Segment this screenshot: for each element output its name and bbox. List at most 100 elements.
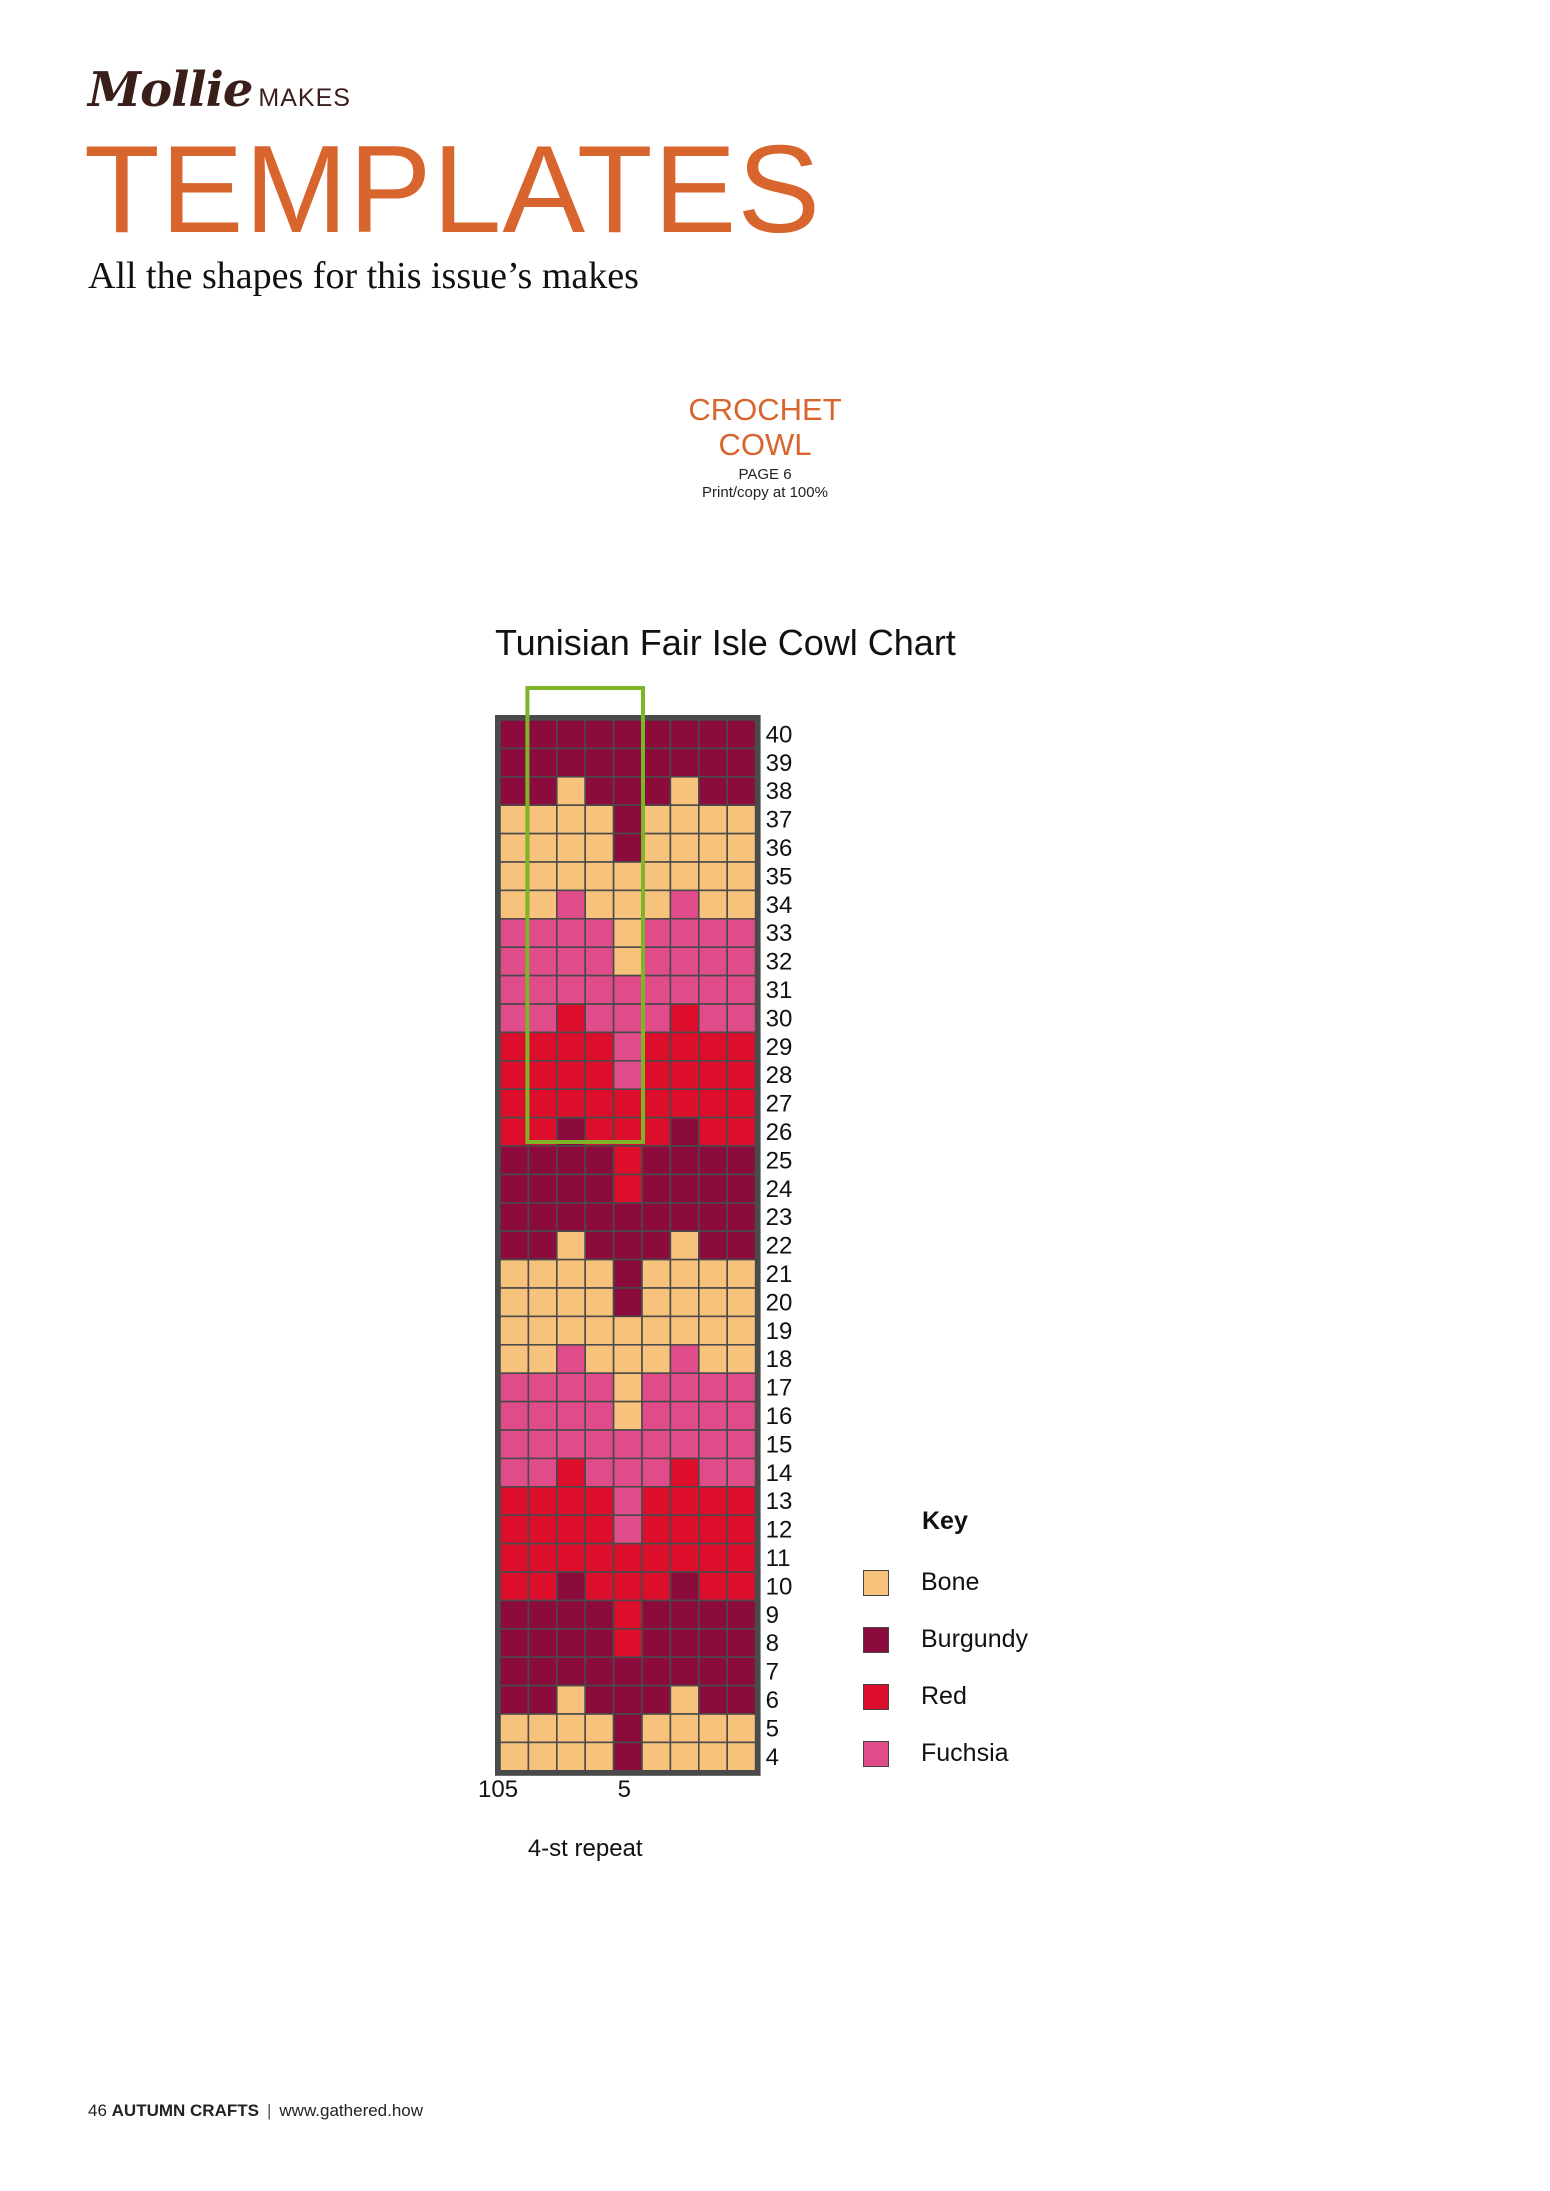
chart-cell: [527, 1741, 558, 1772]
chart-cell: [555, 889, 586, 920]
chart-cell: [555, 1599, 586, 1630]
chart-cell: [697, 1684, 728, 1715]
chart-cell: [612, 1599, 643, 1630]
chart-cell: [527, 1088, 558, 1119]
chart-cell: [612, 1060, 643, 1091]
chart-cell: [555, 1571, 586, 1602]
chart-cell: [612, 861, 643, 892]
chart-cell: [641, 1713, 672, 1744]
chart-cell: [612, 889, 643, 920]
chart-cell: [726, 804, 757, 835]
chart-cell: [726, 1514, 757, 1545]
chart-cell: [527, 1230, 558, 1261]
chart-row-label: 24: [766, 1176, 793, 1203]
chart-cell: [726, 889, 757, 920]
chart-cell: [584, 1145, 615, 1176]
chart-cell: [641, 1429, 672, 1460]
chart-cell: [669, 1713, 700, 1744]
chart-row-label: 16: [766, 1403, 793, 1430]
chart-row-label: 30: [766, 1005, 793, 1032]
chart-cell: [669, 889, 700, 920]
chart-cell: [527, 946, 558, 977]
chart-cell: [669, 1514, 700, 1545]
chart-cell: [697, 974, 728, 1005]
chart-cell: [584, 974, 615, 1005]
chart-cell: [499, 1031, 530, 1062]
chart-row-label: 34: [766, 892, 793, 919]
chart-cell: [612, 1202, 643, 1233]
chart-cell: [499, 804, 530, 835]
chart-cell: [555, 1230, 586, 1261]
chart-cell: [527, 1400, 558, 1431]
chart-cell: [584, 1202, 615, 1233]
chart-cell: [641, 747, 672, 778]
chart-cell: [612, 1400, 643, 1431]
chart-cell: [527, 861, 558, 892]
chart-cell: [584, 1713, 615, 1744]
chart-row-label: 25: [766, 1147, 793, 1174]
chart-cell: [527, 1202, 558, 1233]
chart-cell: [499, 974, 530, 1005]
chart-cell: [726, 1060, 757, 1091]
key-title: Key: [922, 1507, 968, 1535]
chart-cell: [612, 1287, 643, 1318]
chart-cell: [726, 719, 757, 750]
chart-cell: [584, 1429, 615, 1460]
chart-cell: [527, 1599, 558, 1630]
chart-cell: [612, 1429, 643, 1460]
chart-row-label: 14: [766, 1460, 793, 1487]
chart-cell: [527, 1713, 558, 1744]
chart-cell: [726, 1486, 757, 1517]
chart-cell: [669, 1684, 700, 1715]
key-item-bone: Bone: [863, 1568, 979, 1597]
chart-cell: [726, 1031, 757, 1062]
chart-cell: [527, 1060, 558, 1091]
chart-cell: [641, 1656, 672, 1687]
chart-cell: [641, 1287, 672, 1318]
chart-cell: [669, 804, 700, 835]
chart-cell: [726, 1287, 757, 1318]
chart-cell: [641, 1230, 672, 1261]
chart-cell: [612, 1145, 643, 1176]
chart-cell: [641, 1514, 672, 1545]
chart-cell: [612, 719, 643, 750]
chart-cell: [697, 1400, 728, 1431]
chart-cell: [499, 1060, 530, 1091]
chart-cell: [499, 1344, 530, 1375]
chart-cell: [612, 1258, 643, 1289]
chart-cell: [584, 1344, 615, 1375]
chart-row-label: 7: [766, 1659, 779, 1686]
chart-cell: [697, 1599, 728, 1630]
chart-cell: [584, 1599, 615, 1630]
chart-cell: [527, 1628, 558, 1659]
chart-cell: [641, 1088, 672, 1119]
chart-cell: [584, 946, 615, 977]
chart-row-label: 40: [766, 721, 793, 748]
chart-cell: [584, 917, 615, 948]
chart-cell: [527, 889, 558, 920]
chart-cell: [697, 1741, 728, 1772]
chart-cell: [726, 1202, 757, 1233]
chart-cell: [669, 1315, 700, 1346]
chart-cell: [555, 1031, 586, 1062]
footer-magazine: AUTUMN CRAFTS: [111, 2101, 259, 2120]
chart-cell: [584, 1542, 615, 1573]
chart-cell: [697, 1372, 728, 1403]
chart-cell: [669, 1344, 700, 1375]
chart-cell: [555, 1457, 586, 1488]
chart-cell: [726, 1542, 757, 1573]
chart-cell: [697, 1287, 728, 1318]
chart-cell: [584, 1656, 615, 1687]
key-swatch-burgundy: [863, 1626, 889, 1653]
chart-cell: [555, 1088, 586, 1119]
chart-row-label: 29: [766, 1034, 793, 1061]
chart-cell: [726, 946, 757, 977]
page-subtitle: All the shapes for this issue’s makes: [88, 255, 639, 297]
chart-cell: [499, 1372, 530, 1403]
chart-cell: [726, 1713, 757, 1744]
chart-cell: [612, 1542, 643, 1573]
chart-cell: [641, 861, 672, 892]
chart-cell: [697, 1202, 728, 1233]
chart-cell: [499, 917, 530, 948]
